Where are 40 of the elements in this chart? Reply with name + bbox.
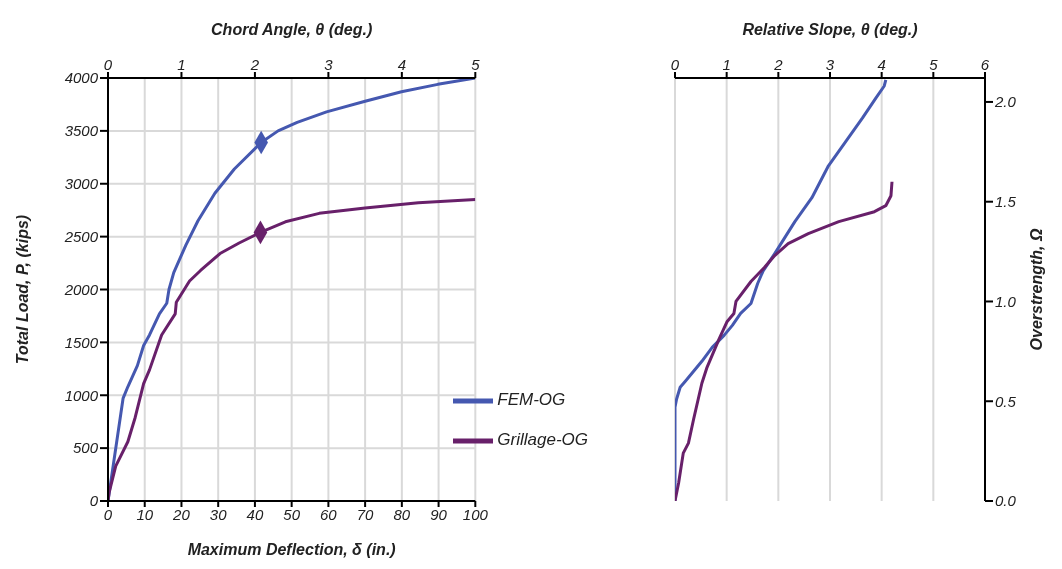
y-tick-label: 2.0 [994,93,1017,111]
y-tick-label: 1000 [64,386,99,404]
x-tick-label: 2 [773,56,784,73]
x-tick-label: 60 [320,505,338,523]
x-tick-label: 0 [670,56,680,73]
x-tick-label: 4 [877,56,886,73]
y-tick-label: 0 [89,492,99,510]
y-tick-label: 3000 [64,175,99,193]
y-tick-label: 3500 [64,122,99,140]
x-tick-label: 3 [825,56,835,73]
y-tick-label: 2500 [63,227,99,245]
y-tick-label: 0.5 [995,392,1017,410]
x-tick-label: 40 [246,505,264,523]
x-tick-label: 70 [356,505,375,523]
x-tick-label: 50 [283,505,301,523]
x2-axis-title: Chord Angle, θ (deg.) [211,21,373,39]
y-tick-label: 0.0 [995,492,1017,510]
x-tick-label: 10 [136,505,154,523]
x-tick-label: 0 [103,505,113,523]
y-axis-title: Overstrength, Ω [1027,228,1045,351]
x-axis-title: Maximum Deflection, δ (in.) [187,541,396,558]
x-tick-label: 6 [980,56,990,73]
legend-label: FEM-OG [497,390,566,410]
y-tick-label: 1.5 [995,193,1017,211]
x-tick-label: 80 [393,505,411,523]
y-tick-label: 4000 [64,69,99,87]
x-tick-label: 1 [722,56,731,73]
x-tick-label: 5 [929,56,939,73]
y-axis-title: Total Load, P, (kips) [13,214,31,365]
y-tick-label: 2000 [63,280,99,298]
x-tick-label: 30 [209,505,228,523]
x-axis-title: Relative Slope, θ (deg.) [742,21,918,39]
x-tick-label: 90 [430,505,448,523]
x-tick-label: 20 [172,505,191,523]
legend-label: Grillage-OG [497,430,588,450]
y-tick-label: 500 [72,439,99,457]
y-tick-label: 1.0 [995,292,1017,310]
x-tick-label: 100 [462,505,489,523]
line-series [675,180,894,501]
y-tick-label: 1500 [64,333,99,351]
